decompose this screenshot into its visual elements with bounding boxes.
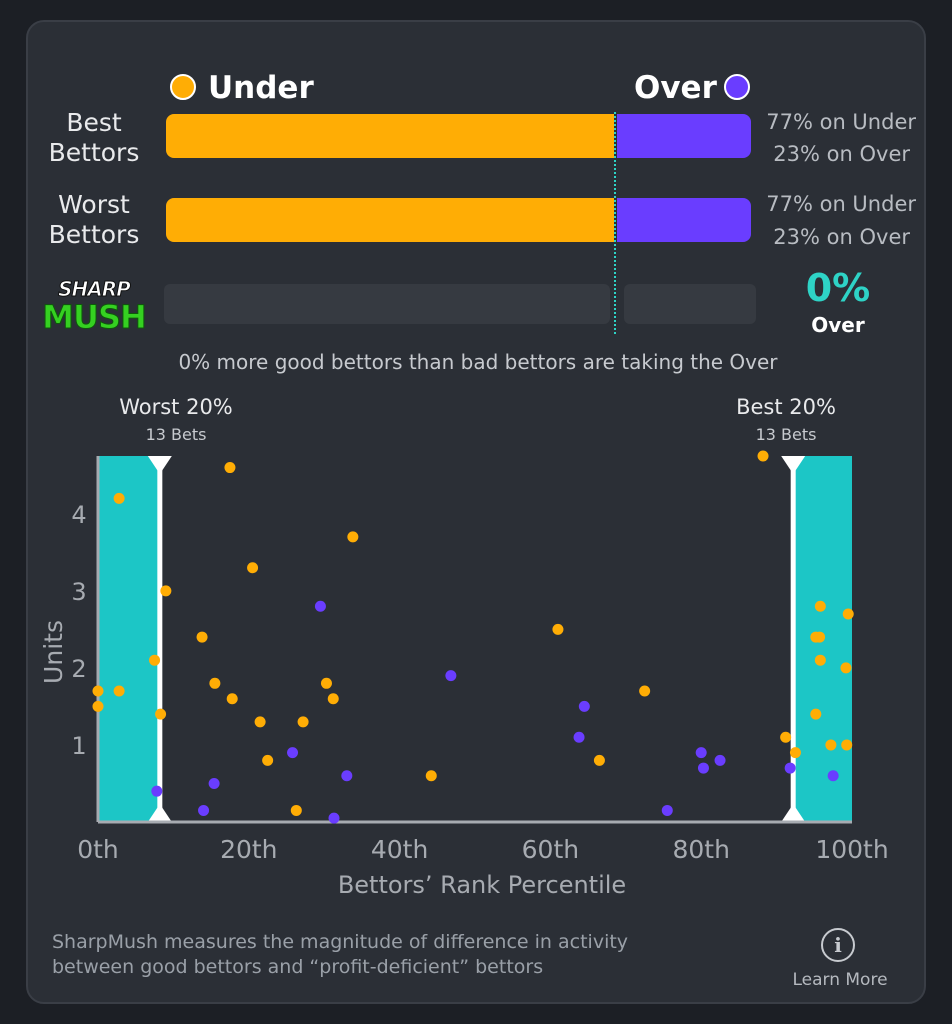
split-divider <box>614 112 616 334</box>
point-over-15 <box>827 770 839 782</box>
point-under-2 <box>113 492 125 504</box>
best-bettors-label: Best Bettors <box>48 108 140 167</box>
point-under-6 <box>160 585 172 597</box>
y-tick-label-1: 2 <box>71 655 86 683</box>
region-label-0: Worst 20% <box>119 395 233 419</box>
over-legend-dot <box>724 74 750 100</box>
x-tick-label-2: 40th <box>371 835 428 864</box>
worst-bettors-label: Worst Bettors <box>48 190 140 249</box>
learn-more-link[interactable]: Learn More <box>792 970 888 990</box>
over-legend-label: Over <box>634 70 717 106</box>
point-under-21 <box>593 754 605 766</box>
point-under-9 <box>224 462 236 474</box>
point-under-20 <box>552 623 564 635</box>
point-under-31 <box>825 739 837 751</box>
point-under-15 <box>297 716 309 728</box>
x-tick-label-0: 0th <box>77 835 119 864</box>
point-under-33 <box>840 662 852 674</box>
point-under-28 <box>814 600 826 612</box>
y-axis-title: Units <box>39 620 68 684</box>
sharpmush-direction: Over <box>811 313 865 337</box>
worst-under-pct: 77% on Under <box>766 192 916 216</box>
point-under-7 <box>196 631 208 643</box>
best-under-pct: 77% on Under <box>766 110 916 134</box>
point-under-3 <box>113 685 125 697</box>
y-tick-label-2: 3 <box>71 578 86 606</box>
x-axis-title: Bettors’ Rank Percentile <box>338 871 626 899</box>
point-under-11 <box>247 562 259 574</box>
point-under-4 <box>149 654 161 666</box>
point-over-12 <box>697 762 709 774</box>
best-under-bar <box>166 114 614 158</box>
sharpmush-under-bar <box>164 284 610 324</box>
point-under-23 <box>757 450 769 462</box>
point-under-30 <box>810 708 822 720</box>
point-over-0 <box>151 785 163 797</box>
under-legend-label: Under <box>208 70 314 106</box>
point-under-29 <box>814 654 826 666</box>
sharpmush-summary: 0% more good bettors than bad bettors ar… <box>178 350 778 374</box>
footer-note: SharpMush measures the magnitude of diff… <box>52 931 629 978</box>
point-under-17 <box>327 693 339 705</box>
point-over-7 <box>445 670 457 682</box>
under-legend-dot <box>170 74 196 100</box>
point-over-8 <box>573 731 585 743</box>
point-under-16 <box>320 677 332 689</box>
point-under-10 <box>226 693 238 705</box>
point-over-14 <box>784 762 796 774</box>
point-under-13 <box>262 754 274 766</box>
region-handle-top-0 <box>147 456 172 474</box>
point-under-32 <box>842 608 854 620</box>
point-under-27 <box>814 631 826 643</box>
point-over-3 <box>287 747 299 759</box>
point-over-1 <box>198 804 210 816</box>
point-under-1 <box>92 700 104 712</box>
region-handle-bottom-0 <box>147 804 172 822</box>
best-over-pct: 23% on Over <box>773 142 910 166</box>
point-under-14 <box>290 804 302 816</box>
point-under-5 <box>155 708 167 720</box>
region-label-1: Best 20% <box>736 395 836 419</box>
y-tick-label-3: 4 <box>71 501 86 529</box>
point-under-24 <box>780 731 792 743</box>
point-over-4 <box>314 600 326 612</box>
region-handle-top-1 <box>781 456 806 474</box>
sharpmush-card: Under Over Best Bettors 77% on Under 23% … <box>26 20 926 1004</box>
point-under-0 <box>92 685 104 697</box>
region-edge-line-0 <box>157 456 163 822</box>
x-tick-label-1: 20th <box>220 835 277 864</box>
point-over-10 <box>661 804 673 816</box>
point-under-34 <box>841 739 853 751</box>
point-under-18 <box>347 531 359 543</box>
worst-over-pct: 23% on Over <box>773 225 910 249</box>
region-edge-line-1 <box>790 456 796 822</box>
info-icon[interactable]: i <box>821 928 855 962</box>
region-band-0 <box>98 456 160 822</box>
sharpmush-over-bar <box>624 284 756 324</box>
y-tick-label-0: 1 <box>71 732 86 760</box>
sharpmush-logo: SHARP MUSH <box>42 277 148 336</box>
point-under-22 <box>639 685 651 697</box>
point-under-8 <box>209 677 221 689</box>
point-over-6 <box>341 770 353 782</box>
point-under-12 <box>254 716 266 728</box>
x-tick-label-3: 60th <box>522 835 579 864</box>
x-tick-label-4: 80th <box>672 835 729 864</box>
point-under-25 <box>789 747 801 759</box>
region-sublabel-0: 13 Bets <box>146 425 207 444</box>
best-over-bar <box>617 114 751 158</box>
worst-under-bar <box>166 198 614 242</box>
region-handle-bottom-1 <box>781 804 806 822</box>
point-under-19 <box>425 770 437 782</box>
point-over-2 <box>208 777 220 789</box>
point-over-9 <box>578 700 590 712</box>
point-over-5 <box>328 812 340 824</box>
sharpmush-value: 0% <box>805 266 871 310</box>
x-tick-label-5: 100th <box>815 835 888 864</box>
point-over-11 <box>695 747 707 759</box>
worst-over-bar <box>617 198 751 242</box>
region-sublabel-1: 13 Bets <box>756 425 817 444</box>
point-over-13 <box>714 754 726 766</box>
